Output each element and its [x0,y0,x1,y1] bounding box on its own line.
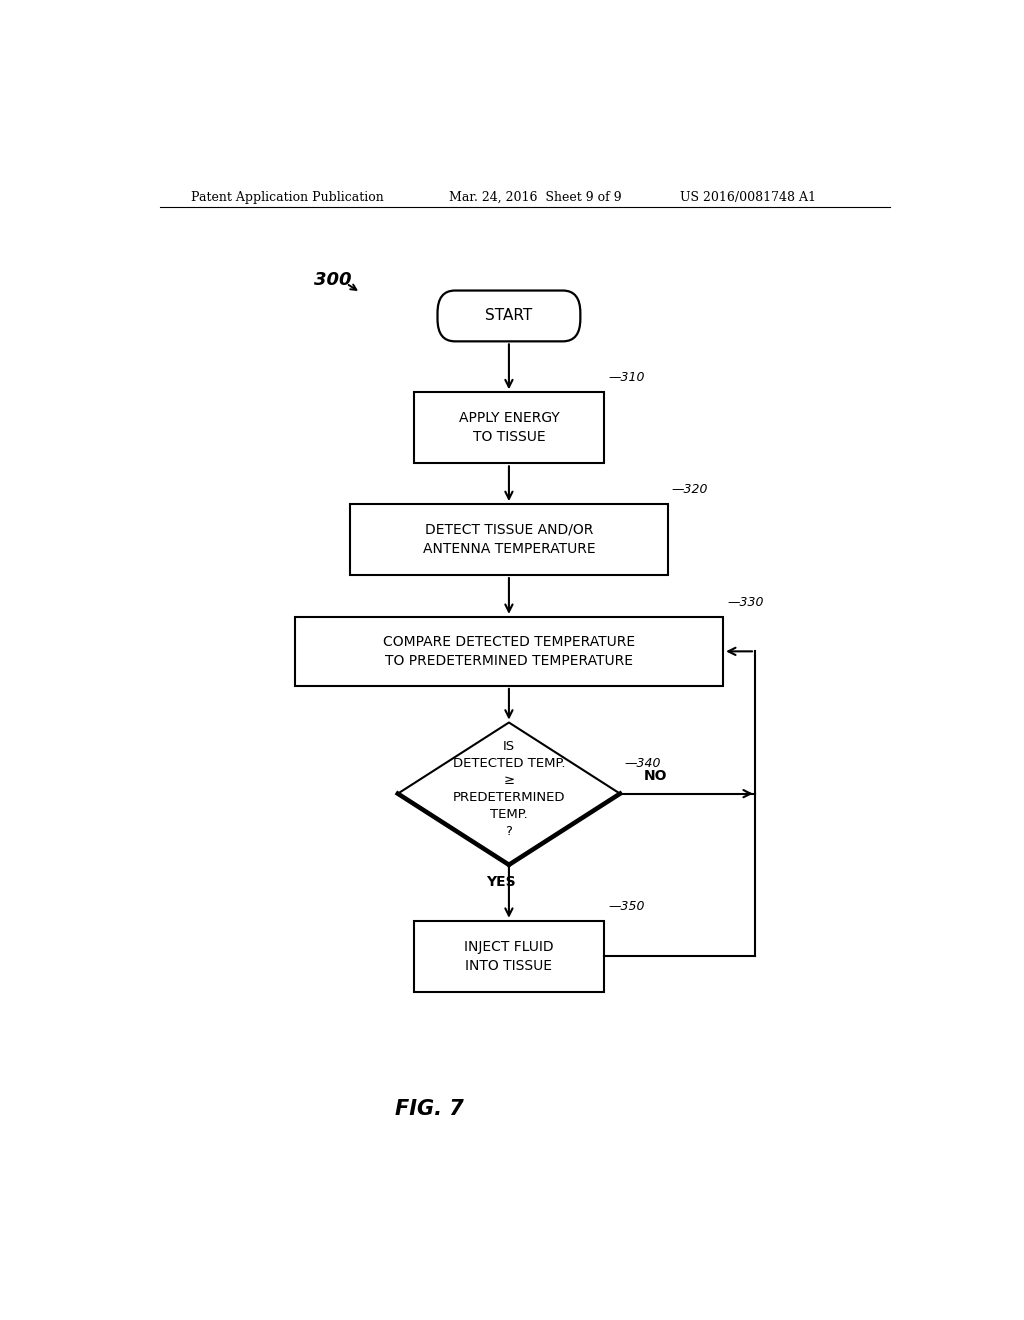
Bar [295,616,723,686]
Bar [350,504,668,576]
Text: NO: NO [644,770,668,784]
Text: 300: 300 [314,272,352,289]
Text: START: START [485,309,532,323]
Text: —330: —330 [727,595,764,609]
Text: —350: —350 [608,899,645,912]
Bar [414,392,604,463]
Text: —310: —310 [608,371,645,384]
FancyBboxPatch shape [437,290,581,342]
Text: FIG. 7: FIG. 7 [395,1098,464,1119]
Text: —320: —320 [672,483,709,496]
Text: COMPARE DETECTED TEMPERATURE
TO PREDETERMINED TEMPERATURE: COMPARE DETECTED TEMPERATURE TO PREDETER… [383,635,635,668]
Text: DETECT TISSUE AND/OR
ANTENNA TEMPERATURE: DETECT TISSUE AND/OR ANTENNA TEMPERATURE [423,523,595,556]
Text: APPLY ENERGY
TO TISSUE: APPLY ENERGY TO TISSUE [459,411,559,445]
Text: Mar. 24, 2016  Sheet 9 of 9: Mar. 24, 2016 Sheet 9 of 9 [450,190,622,203]
Text: YES: YES [486,875,516,888]
Polygon shape [397,722,620,865]
Text: INJECT FLUID
INTO TISSUE: INJECT FLUID INTO TISSUE [464,940,554,973]
Text: Patent Application Publication: Patent Application Publication [191,190,384,203]
Text: IS
DETECTED TEMP.
≥
PREDETERMINED
TEMP.
?: IS DETECTED TEMP. ≥ PREDETERMINED TEMP. … [453,739,565,838]
Text: US 2016/0081748 A1: US 2016/0081748 A1 [680,190,815,203]
Bar [414,921,604,991]
Text: —340: —340 [624,756,660,770]
